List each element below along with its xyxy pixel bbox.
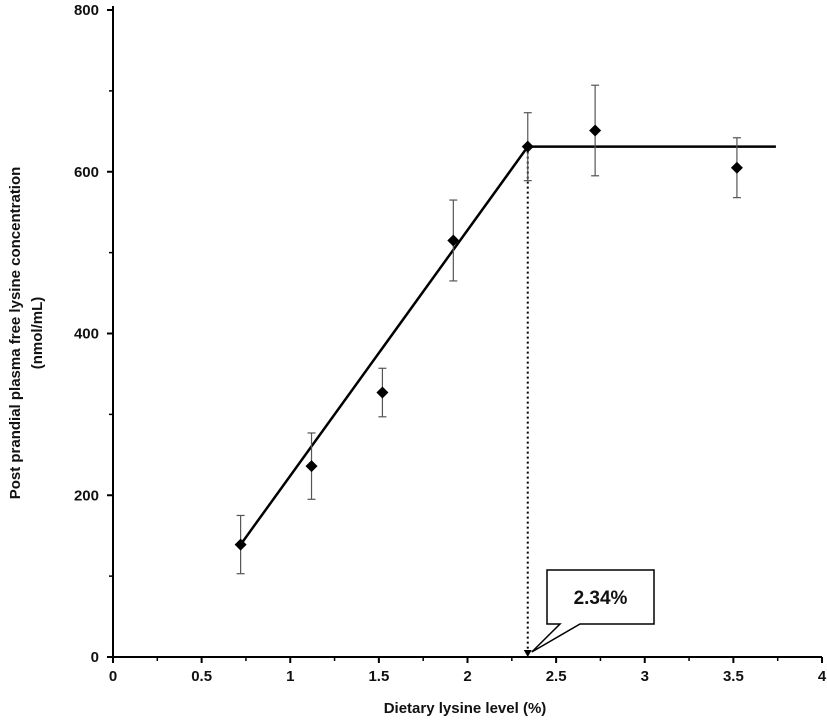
y-tick-label: 400 — [74, 326, 99, 343]
x-axis-title: Dietary lysine level (%) — [384, 700, 547, 717]
x-tick-label: 2.5 — [546, 668, 567, 685]
data-point — [730, 161, 743, 174]
y-tick-label: 0 — [91, 649, 99, 666]
y-tick-label: 600 — [74, 164, 99, 181]
y-tick-label: 800 — [74, 2, 99, 19]
breakpoint-callout: 2.34% — [531, 569, 655, 653]
x-tick-label: 0 — [109, 668, 117, 685]
x-tick-label: 0.5 — [191, 668, 212, 685]
x-tick-label: 3.5 — [723, 668, 744, 685]
broken-line-fit — [239, 145, 776, 546]
error-bars — [236, 84, 741, 575]
y-axis-title-line-2: (nmol/mL) — [29, 297, 46, 370]
x-tick-label: 1 — [286, 668, 294, 685]
x-tick-label: 4 — [818, 668, 827, 685]
y-tick-label: 200 — [74, 487, 99, 504]
fit-lines — [239, 145, 776, 657]
x-tick-label: 2 — [463, 668, 471, 685]
data-point — [305, 460, 318, 473]
data-point — [521, 140, 534, 153]
callout-label: 2.34% — [574, 588, 628, 609]
data-markers — [234, 124, 743, 551]
data-point — [376, 386, 389, 399]
data-point — [447, 234, 460, 247]
data-point — [589, 124, 602, 137]
y-axis-title: Post prandial plasma free lysine concent… — [7, 167, 46, 500]
axes: 0 200 400 600 800 0 0.5 1 1.5 2 2.5 3 3.5 4 — [74, 2, 827, 685]
x-tick-label: 3 — [641, 668, 649, 685]
breakpoint-arrow — [523, 650, 532, 657]
callout-box — [531, 569, 655, 653]
data-point — [234, 538, 247, 551]
x-tick-label: 1.5 — [368, 668, 389, 685]
y-axis-title-line-1: Post prandial plasma free lysine concent… — [7, 167, 24, 500]
